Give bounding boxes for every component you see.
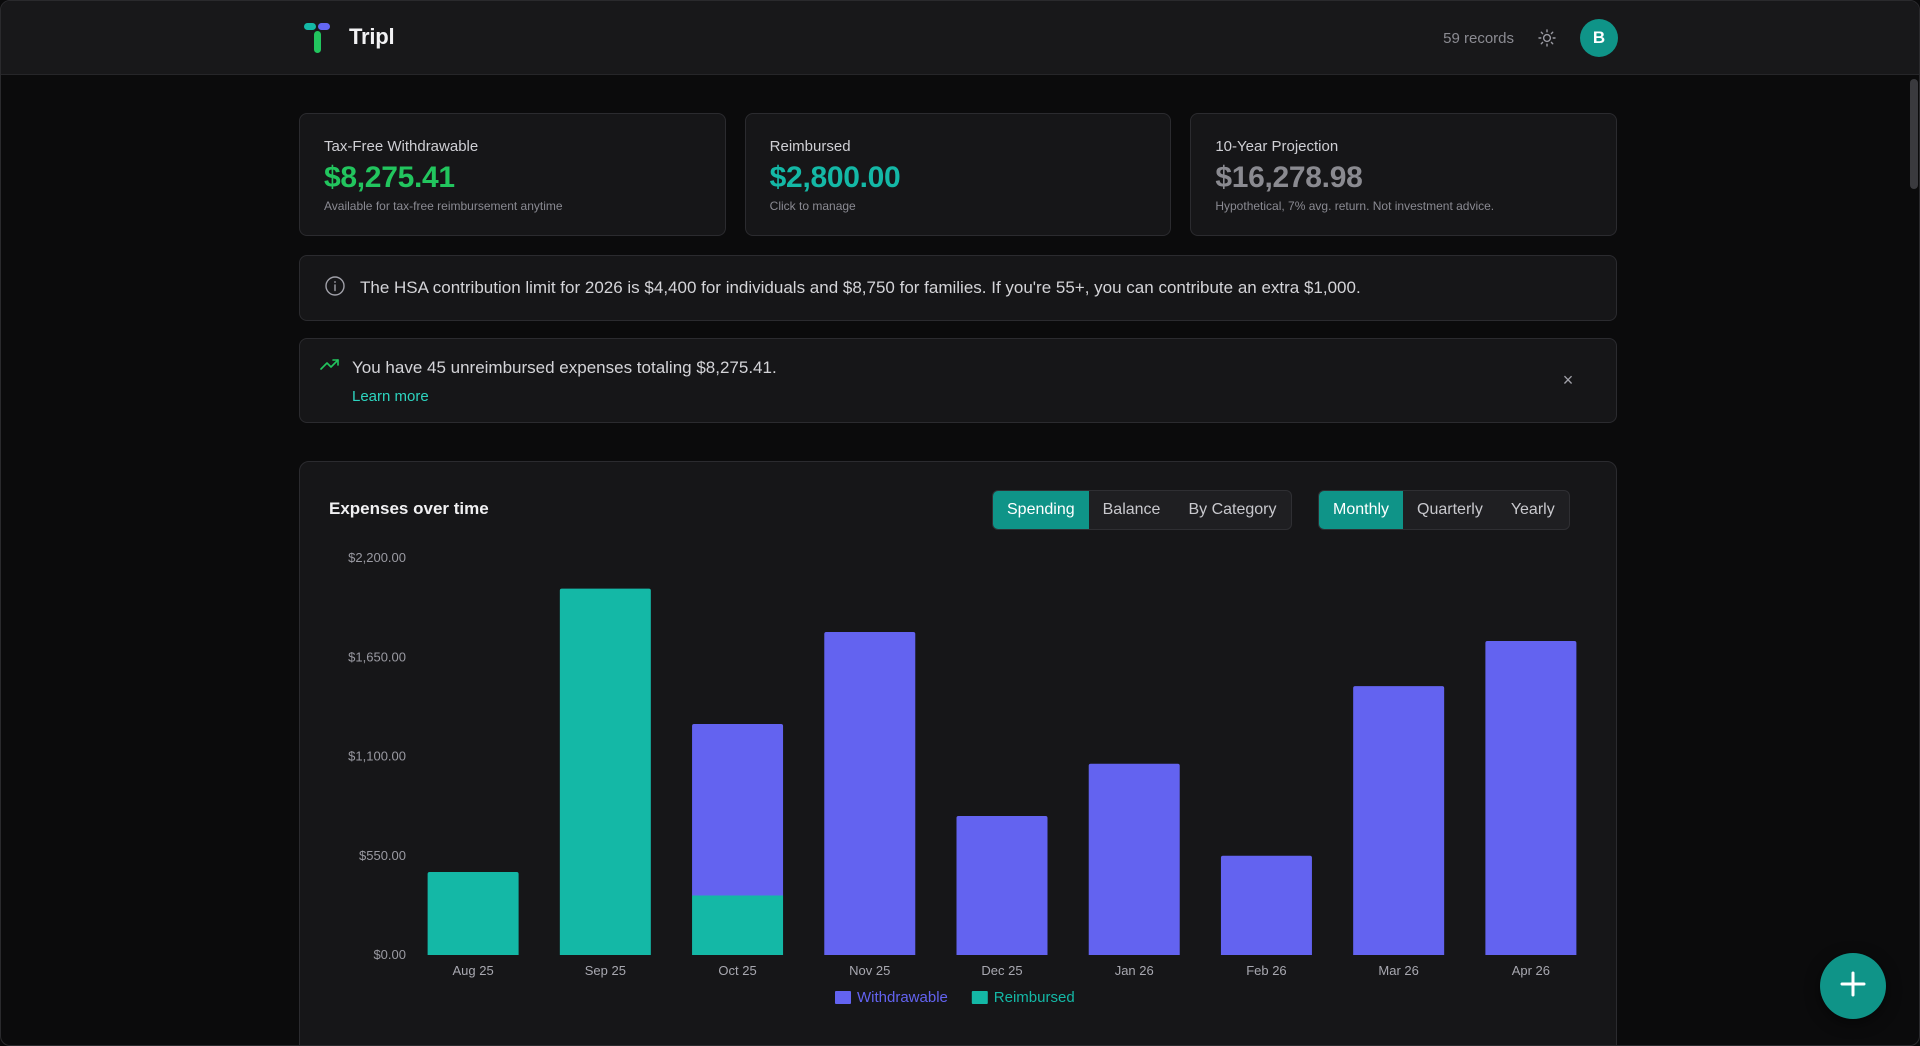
stat-cards: Tax-Free Withdrawable $8,275.41 Availabl… [299,113,1618,236]
bar-reimbursed [427,871,519,955]
tab-yearly[interactable]: Yearly [1510,501,1555,518]
tripl-logo-icon [301,19,335,55]
bar-withdrawable [1353,686,1445,955]
brand[interactable]: Tripl [301,17,395,57]
card-label: 10-Year Projection [1215,138,1339,155]
x-tick-label: Dec 25 [981,963,1022,978]
info-banner-text: The HSA contribution limit for 2026 is $… [360,278,1361,297]
bar-withdrawable [1485,641,1577,955]
card-subtitle: Hypothetical, 7% avg. return. Not invest… [1215,199,1495,213]
card-label: Reimbursed [769,138,851,155]
x-tick-label: Jan 26 [1115,963,1154,978]
scrollbar[interactable] [1910,79,1918,189]
add-expense-button[interactable] [1820,953,1886,1019]
tab-quarterly[interactable]: Quarterly [1417,501,1483,518]
x-tick-label: Nov 25 [849,963,890,978]
header-actions: 59 records B [1443,18,1618,58]
card-value: $16,278.98 [1215,161,1363,194]
x-tick-label: Mar 26 [1378,963,1418,978]
tab-spending[interactable]: Spending [993,491,1089,529]
bar-reimbursed [559,588,651,955]
y-tick-label: $0.00 [373,947,406,962]
y-tick-label: $1,100.00 [348,749,406,764]
bar-withdrawable [956,816,1048,955]
legend-label: Reimbursed [994,989,1075,1006]
y-tick-label: $2,200.00 [348,550,406,565]
x-tick-label: Apr 26 [1512,963,1550,978]
y-tick-label: $1,650.00 [348,649,406,664]
bar-withdrawable [1088,763,1180,955]
chart-title: Expenses over time [329,499,489,518]
card-reimbursed[interactable]: Reimbursed $2,800.00 Click to manage [744,113,1172,236]
card-subtitle: Available for tax-free reimbursement any… [324,199,563,213]
bar-reimbursed [692,895,784,955]
bar-withdrawable [1220,855,1312,955]
expenses-chart-panel: Expenses over time Spending Balance By C… [299,461,1617,1045]
x-tick-label: Sep 25 [585,963,626,978]
expenses-bar-chart: $0.00 $550.00 $1,100.00 $1,650.00 $2,200.00 A… [348,550,1577,1006]
bar-withdrawable [824,631,916,955]
card-subtitle: Click to manage [769,199,856,213]
trending-up-icon [320,357,340,378]
close-icon[interactable]: × [1562,369,1574,390]
learn-more-link[interactable]: Learn more [352,388,429,405]
card-label: Tax-Free Withdrawable [324,138,479,155]
card-value: $8,275.41 [324,161,455,194]
card-10-year-projection[interactable]: 10-Year Projection $16,278.98 Hypothetic… [1190,113,1618,236]
app-name: Tripl [349,24,395,49]
y-tick-label: $550.00 [359,848,406,863]
tab-monthly[interactable]: Monthly [1319,491,1404,529]
tab-by-category[interactable]: By Category [1188,501,1277,518]
sun-icon[interactable] [1536,27,1558,49]
x-tick-label: Oct 25 [718,963,756,978]
bar-withdrawable [692,724,784,896]
alert-text: You have 45 unreimbursed expenses totali… [352,358,777,377]
avatar[interactable]: B [1580,19,1618,57]
view-toggle: Spending Balance By Category [992,490,1292,530]
records-count: 59 records [1443,29,1514,47]
card-value: $2,800.00 [769,161,901,194]
x-tick-label: Feb 26 [1246,963,1286,978]
period-toggle: Monthly Quarterly Yearly [1318,490,1570,530]
legend-swatch [835,991,851,1004]
x-tick-label: Aug 25 [453,963,494,978]
contribution-limit-banner: The HSA contribution limit for 2026 is $… [299,255,1617,321]
plus-icon [1839,970,1867,1003]
card-tax-free-withdrawable[interactable]: Tax-Free Withdrawable $8,275.41 Availabl… [299,113,726,236]
info-icon [324,275,346,302]
legend-swatch [971,991,988,1004]
top-bar: Tripl 59 records B [1,1,1919,75]
unreimbursed-alert: You have 45 unreimbursed expenses totali… [299,338,1617,423]
tab-balance[interactable]: Balance [1102,501,1161,518]
legend-label: Withdrawable [857,989,948,1006]
